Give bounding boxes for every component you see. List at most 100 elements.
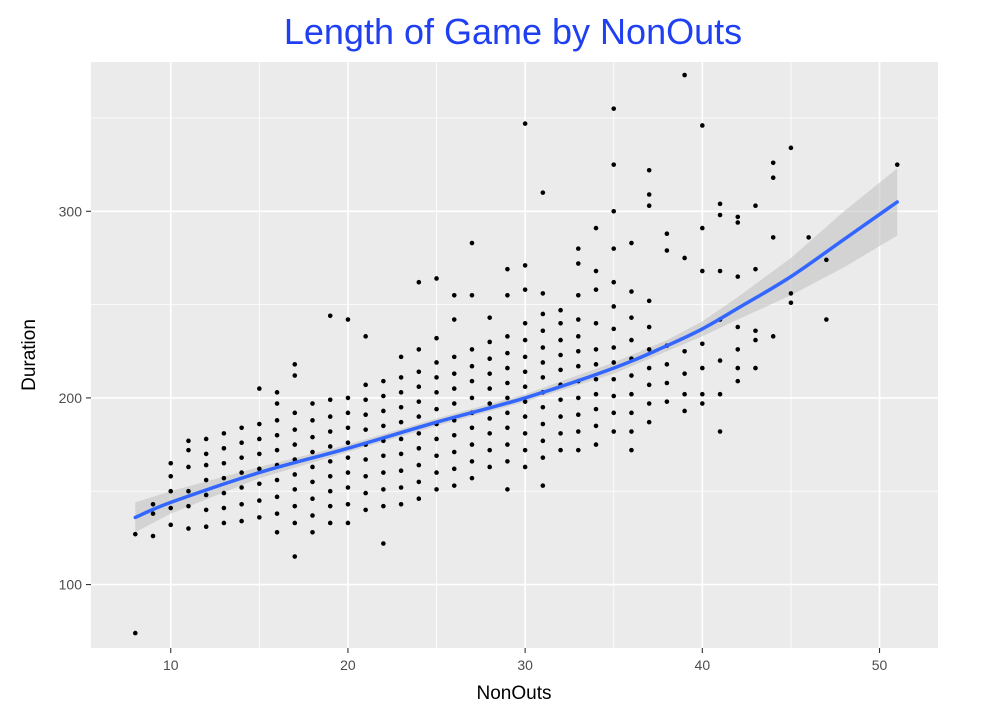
data-point bbox=[469, 363, 475, 369]
data-point bbox=[292, 554, 298, 559]
data-point bbox=[274, 529, 280, 535]
data-point bbox=[558, 397, 563, 403]
data-point bbox=[540, 438, 546, 444]
data-point bbox=[717, 201, 723, 207]
data-point bbox=[558, 352, 563, 358]
data-point bbox=[132, 531, 138, 537]
data-point bbox=[434, 360, 439, 365]
data-point bbox=[824, 317, 829, 322]
data-point bbox=[327, 488, 333, 494]
data-point bbox=[575, 395, 581, 401]
data-point bbox=[629, 289, 634, 294]
data-point bbox=[416, 399, 422, 404]
chart-title: Length of Game by NonOuts bbox=[284, 11, 742, 52]
data-point bbox=[132, 630, 138, 636]
data-point bbox=[505, 487, 510, 492]
data-point bbox=[700, 401, 705, 406]
data-point bbox=[700, 268, 705, 274]
data-point bbox=[345, 317, 351, 322]
x-tick-label: 20 bbox=[340, 657, 356, 673]
data-point bbox=[274, 418, 280, 423]
data-point bbox=[540, 311, 546, 317]
data-point bbox=[487, 371, 492, 376]
data-point bbox=[381, 408, 386, 414]
data-point bbox=[540, 190, 546, 195]
data-point bbox=[717, 268, 723, 274]
data-point bbox=[540, 483, 546, 488]
data-point bbox=[593, 442, 599, 447]
data-point bbox=[416, 414, 422, 419]
data-point bbox=[168, 505, 174, 511]
data-point bbox=[451, 292, 457, 298]
data-point bbox=[310, 496, 315, 502]
data-point bbox=[381, 378, 386, 384]
data-point bbox=[168, 522, 174, 528]
data-point bbox=[292, 427, 298, 432]
data-point bbox=[611, 208, 617, 214]
data-point bbox=[416, 431, 422, 436]
data-point bbox=[646, 347, 652, 352]
data-point bbox=[239, 485, 244, 490]
y-tick-label: 300 bbox=[59, 203, 83, 219]
data-point bbox=[257, 515, 262, 520]
data-point bbox=[257, 481, 262, 487]
data-point bbox=[434, 453, 439, 459]
y-tick-label: 200 bbox=[59, 390, 83, 406]
data-point bbox=[310, 464, 315, 470]
data-point bbox=[203, 451, 209, 457]
data-point bbox=[664, 362, 670, 367]
data-point bbox=[310, 479, 315, 485]
data-point bbox=[700, 341, 705, 347]
data-point bbox=[788, 145, 794, 151]
data-point bbox=[575, 412, 581, 418]
data-point bbox=[522, 337, 528, 343]
data-point bbox=[682, 348, 687, 354]
data-point bbox=[487, 416, 492, 421]
data-point bbox=[558, 337, 563, 343]
data-point bbox=[717, 358, 723, 363]
data-point bbox=[398, 436, 404, 442]
data-point bbox=[381, 541, 386, 546]
data-point bbox=[611, 360, 617, 365]
data-point bbox=[735, 214, 741, 220]
data-point bbox=[522, 287, 528, 292]
data-point bbox=[611, 304, 617, 309]
data-point bbox=[363, 457, 368, 462]
data-point bbox=[593, 225, 599, 231]
data-point bbox=[363, 397, 368, 403]
data-point bbox=[575, 317, 581, 322]
data-point bbox=[505, 410, 510, 416]
data-point bbox=[363, 507, 368, 513]
data-point bbox=[824, 257, 829, 263]
x-tick-label: 10 bbox=[163, 657, 179, 673]
data-point bbox=[469, 395, 475, 401]
data-point bbox=[416, 479, 422, 485]
data-point bbox=[505, 459, 510, 464]
data-point bbox=[434, 470, 439, 475]
data-point bbox=[753, 328, 758, 334]
data-point bbox=[274, 447, 280, 453]
data-point bbox=[646, 298, 652, 304]
data-point bbox=[257, 498, 262, 503]
y-axis-ticks: 100 200 300 bbox=[59, 203, 91, 593]
data-point bbox=[469, 347, 475, 352]
data-point bbox=[221, 431, 227, 436]
data-point bbox=[327, 520, 333, 526]
data-point bbox=[257, 421, 262, 427]
data-point bbox=[522, 320, 528, 326]
data-point bbox=[753, 203, 758, 209]
data-point bbox=[629, 429, 634, 434]
data-point bbox=[664, 399, 670, 404]
data-point bbox=[292, 442, 298, 447]
data-point bbox=[416, 462, 422, 468]
data-point bbox=[540, 291, 546, 296]
data-point bbox=[292, 503, 298, 509]
data-point bbox=[770, 235, 776, 240]
data-point bbox=[646, 324, 652, 330]
data-point bbox=[664, 248, 670, 253]
data-point bbox=[221, 475, 227, 481]
data-point bbox=[416, 446, 422, 451]
data-point bbox=[292, 373, 298, 378]
data-point bbox=[575, 292, 581, 298]
data-point bbox=[345, 470, 351, 475]
